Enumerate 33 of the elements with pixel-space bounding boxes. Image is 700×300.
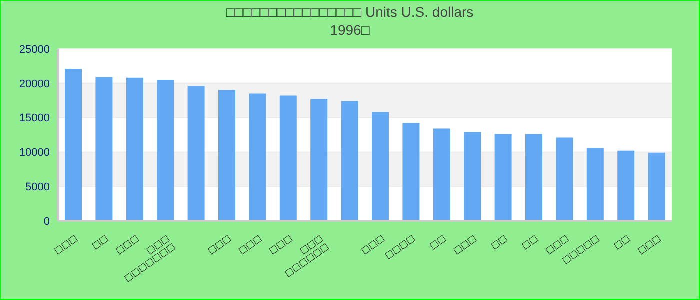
- bar: [218, 90, 236, 221]
- bar: [157, 80, 174, 221]
- bar: [556, 138, 574, 221]
- y-tick-label: 25000: [19, 44, 50, 56]
- bar: [402, 123, 420, 221]
- y-tick-label: 10000: [19, 147, 50, 160]
- bar: [618, 150, 635, 221]
- bar: [65, 68, 82, 221]
- bar: [310, 99, 328, 221]
- x-tick-label: □□: [90, 234, 110, 252]
- bar: [372, 112, 389, 221]
- y-tick-label: 15000: [19, 112, 50, 125]
- bar: [249, 94, 266, 221]
- y-tick-label: 0: [44, 216, 50, 228]
- bar: [280, 96, 297, 221]
- y-tick-label: 20000: [19, 78, 50, 90]
- chart-title: □□□□□□□□□□□□□□□□ Units U.S. dollars: [225, 4, 475, 20]
- x-tick-label: □□: [612, 234, 632, 252]
- bar: [126, 78, 144, 221]
- bar: [96, 77, 113, 221]
- x-tick-label: □□: [428, 234, 448, 252]
- x-tick-label: □□: [520, 234, 540, 252]
- bar: [188, 86, 205, 221]
- bar: [433, 128, 450, 221]
- y-tick-label: 5000: [26, 182, 50, 194]
- bar: [648, 152, 666, 221]
- bar: [464, 132, 482, 221]
- x-tick-label: □□: [490, 234, 510, 252]
- bar: [586, 148, 604, 221]
- bar: [494, 134, 512, 221]
- bar: [526, 134, 542, 221]
- bar: [341, 101, 358, 221]
- chart-subtitle: 1996□: [329, 22, 371, 38]
